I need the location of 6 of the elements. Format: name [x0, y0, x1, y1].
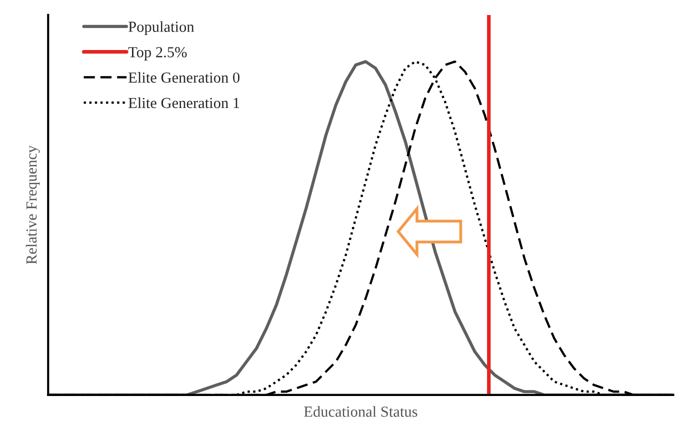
legend-label: Population [128, 21, 194, 36]
x-axis-title: Educational Status [304, 406, 418, 417]
text: Top 2.5% [128, 47, 187, 60]
legend-label: Elite Generation 1 [128, 97, 240, 108]
y-axis-title: Relative Frequency [26, 145, 40, 264]
legend-label: Elite Generation 0 [128, 72, 240, 83]
